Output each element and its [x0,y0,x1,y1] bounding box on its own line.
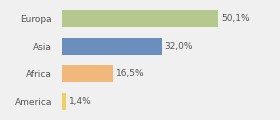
Text: 32,0%: 32,0% [164,42,193,51]
Text: 50,1%: 50,1% [221,14,249,23]
Bar [62,10,218,27]
Bar [62,65,113,82]
Bar [62,38,162,55]
Bar [62,93,66,110]
Text: 16,5%: 16,5% [116,69,144,78]
Text: 1,4%: 1,4% [69,97,91,106]
